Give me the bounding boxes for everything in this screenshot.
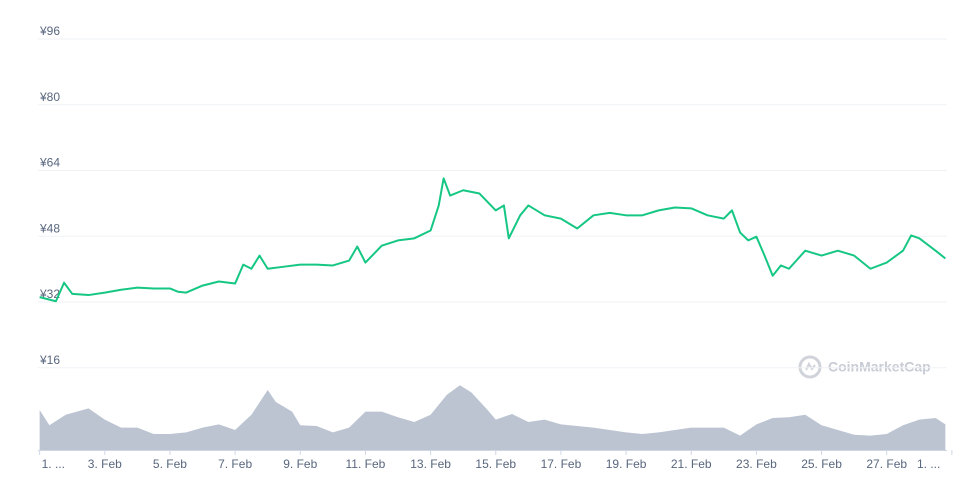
price-line	[39, 177, 946, 303]
x-tick-label: 15. Feb	[475, 457, 516, 471]
x-tick-label: 19. Feb	[606, 457, 647, 471]
x-tick-label: 25. Feb	[801, 457, 842, 471]
watermark-logo	[798, 355, 822, 379]
x-tick-label: 1. ...	[42, 457, 65, 471]
y-tick-label: ¥48	[39, 221, 60, 235]
y-tick-label: ¥80	[39, 90, 60, 104]
x-tick-label: 23. Feb	[736, 457, 777, 471]
x-tick-label: 21. Feb	[671, 457, 712, 471]
x-tick-label: 7. Feb	[218, 457, 252, 471]
x-tick-label: 11. Feb	[346, 457, 386, 471]
x-tick-label: 27. Feb	[866, 457, 907, 471]
x-tick-label: 13. Feb	[410, 457, 451, 471]
x-tick-label: 5. Feb	[153, 457, 187, 471]
volume-area	[39, 385, 946, 450]
watermark: CoinMarketCap	[828, 359, 931, 375]
x-tick-label: 17. Feb	[541, 457, 582, 471]
x-tick-label: 3. Feb	[88, 457, 122, 471]
x-tick-label: 1. ...	[917, 457, 940, 471]
y-tick-label: ¥64	[39, 156, 60, 170]
y-tick-label: ¥96	[39, 24, 60, 38]
x-tick-label: 9. Feb	[283, 457, 317, 471]
y-tick-label: ¥16	[39, 353, 60, 367]
